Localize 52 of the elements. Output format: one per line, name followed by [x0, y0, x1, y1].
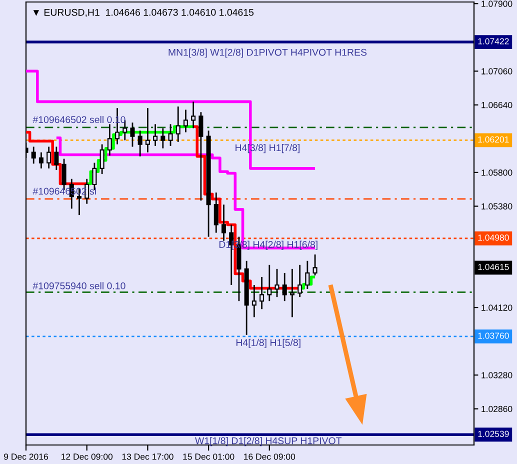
y-tick-label: 1.05800: [482, 170, 512, 176]
y-tick-label: 1.07900: [482, 0, 512, 7]
y-tick-label: 1.04120: [482, 304, 512, 311]
x-tick-label: 15 Dec 01:00: [183, 454, 234, 460]
candlestick: [198, 111, 204, 202]
candlestick: [191, 101, 196, 129]
candlestick: [312, 254, 318, 276]
candlestick: [214, 192, 218, 234]
candlestick: [176, 106, 180, 143]
annotation: MN1[3/8] W1[2/8] D1PIVOT H4PIVOT H1RES: [168, 48, 367, 58]
candlestick: [153, 124, 158, 147]
annotation: #109755940 sell 0.10: [32, 282, 126, 290]
candlestick: [38, 152, 44, 170]
ref-line-label: 1.07422: [478, 38, 509, 44]
text: 1.04615: [478, 264, 509, 270]
candlestick: [221, 204, 226, 242]
candlestick: [183, 109, 188, 133]
annotation: W1[1/8] D1[2/8] H4SUP H1PIVOT: [195, 437, 342, 446]
y-tick-label: 1.05380: [482, 203, 512, 210]
candlestick: [305, 260, 310, 290]
candlestick: [100, 144, 104, 175]
candlestick: [267, 264, 272, 302]
candlestick: [145, 107, 150, 154]
ref-line-label: 1.02539: [478, 430, 509, 437]
x-tick-label: 13 Dec 17:00: [122, 454, 174, 460]
candlestick: [290, 268, 294, 318]
y-tick-label: 1.02860: [482, 406, 512, 412]
x-tick-label: 9 Dec 2016: [4, 454, 48, 460]
text: ▼ EURUSD,H1 1.04646 1.04673 1.04610 1.04615: [33, 8, 254, 17]
annotation: H4[1/8] H1[5/8]: [236, 338, 300, 348]
candlestick: [298, 264, 302, 298]
y-tick-label: 1.06640: [482, 102, 512, 108]
candlestick: [260, 276, 264, 310]
candlestick: [54, 146, 59, 171]
candlestick: [130, 122, 135, 148]
candlestick: [138, 130, 142, 158]
candlestick: [252, 284, 256, 318]
candlestick: [31, 146, 36, 164]
candlestick: [168, 124, 173, 147]
candlestick: [282, 272, 287, 302]
ref-line-label: 1.03760: [478, 332, 509, 339]
candlestick: [274, 268, 280, 298]
x-tick-label: 12 Dec 09:00: [61, 454, 113, 460]
candlestick: [46, 146, 52, 170]
x-tick-label: 16 Dec 09:00: [244, 454, 296, 460]
ref-line-label: 1.06201: [478, 136, 509, 143]
y-tick-label: 1.07060: [482, 68, 512, 74]
candlestick: [84, 178, 90, 204]
y-tick-label: 1.03280: [482, 372, 512, 378]
candlestick: [160, 128, 166, 150]
ref-line-label: 1.04980: [478, 234, 509, 241]
candlestick: [107, 124, 112, 156]
